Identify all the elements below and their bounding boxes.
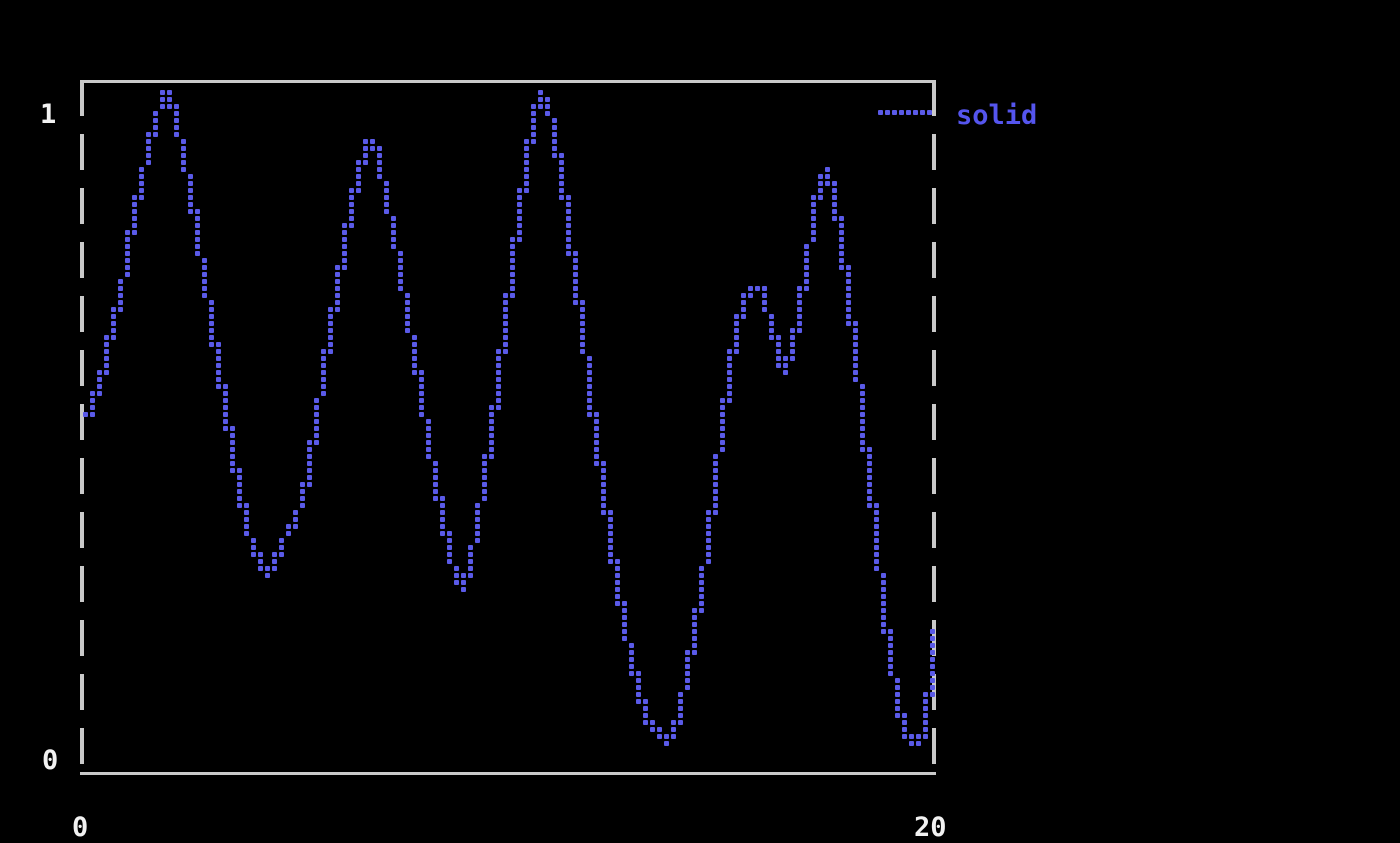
x-axis-tick-label-left: 0 xyxy=(72,812,89,843)
plot-frame xyxy=(80,80,936,775)
plot-border-top xyxy=(80,80,936,83)
y-axis-tick-label-top: 1 xyxy=(40,99,57,130)
plot-border-left xyxy=(80,80,84,775)
plot-border-bottom xyxy=(80,772,936,775)
legend-entry-label-solid: solid xyxy=(956,100,1038,131)
y-axis-tick-label-bottom: 0 xyxy=(42,745,59,776)
x-axis-tick-label-right: 20 xyxy=(914,812,947,843)
plot-border-right xyxy=(932,80,936,775)
